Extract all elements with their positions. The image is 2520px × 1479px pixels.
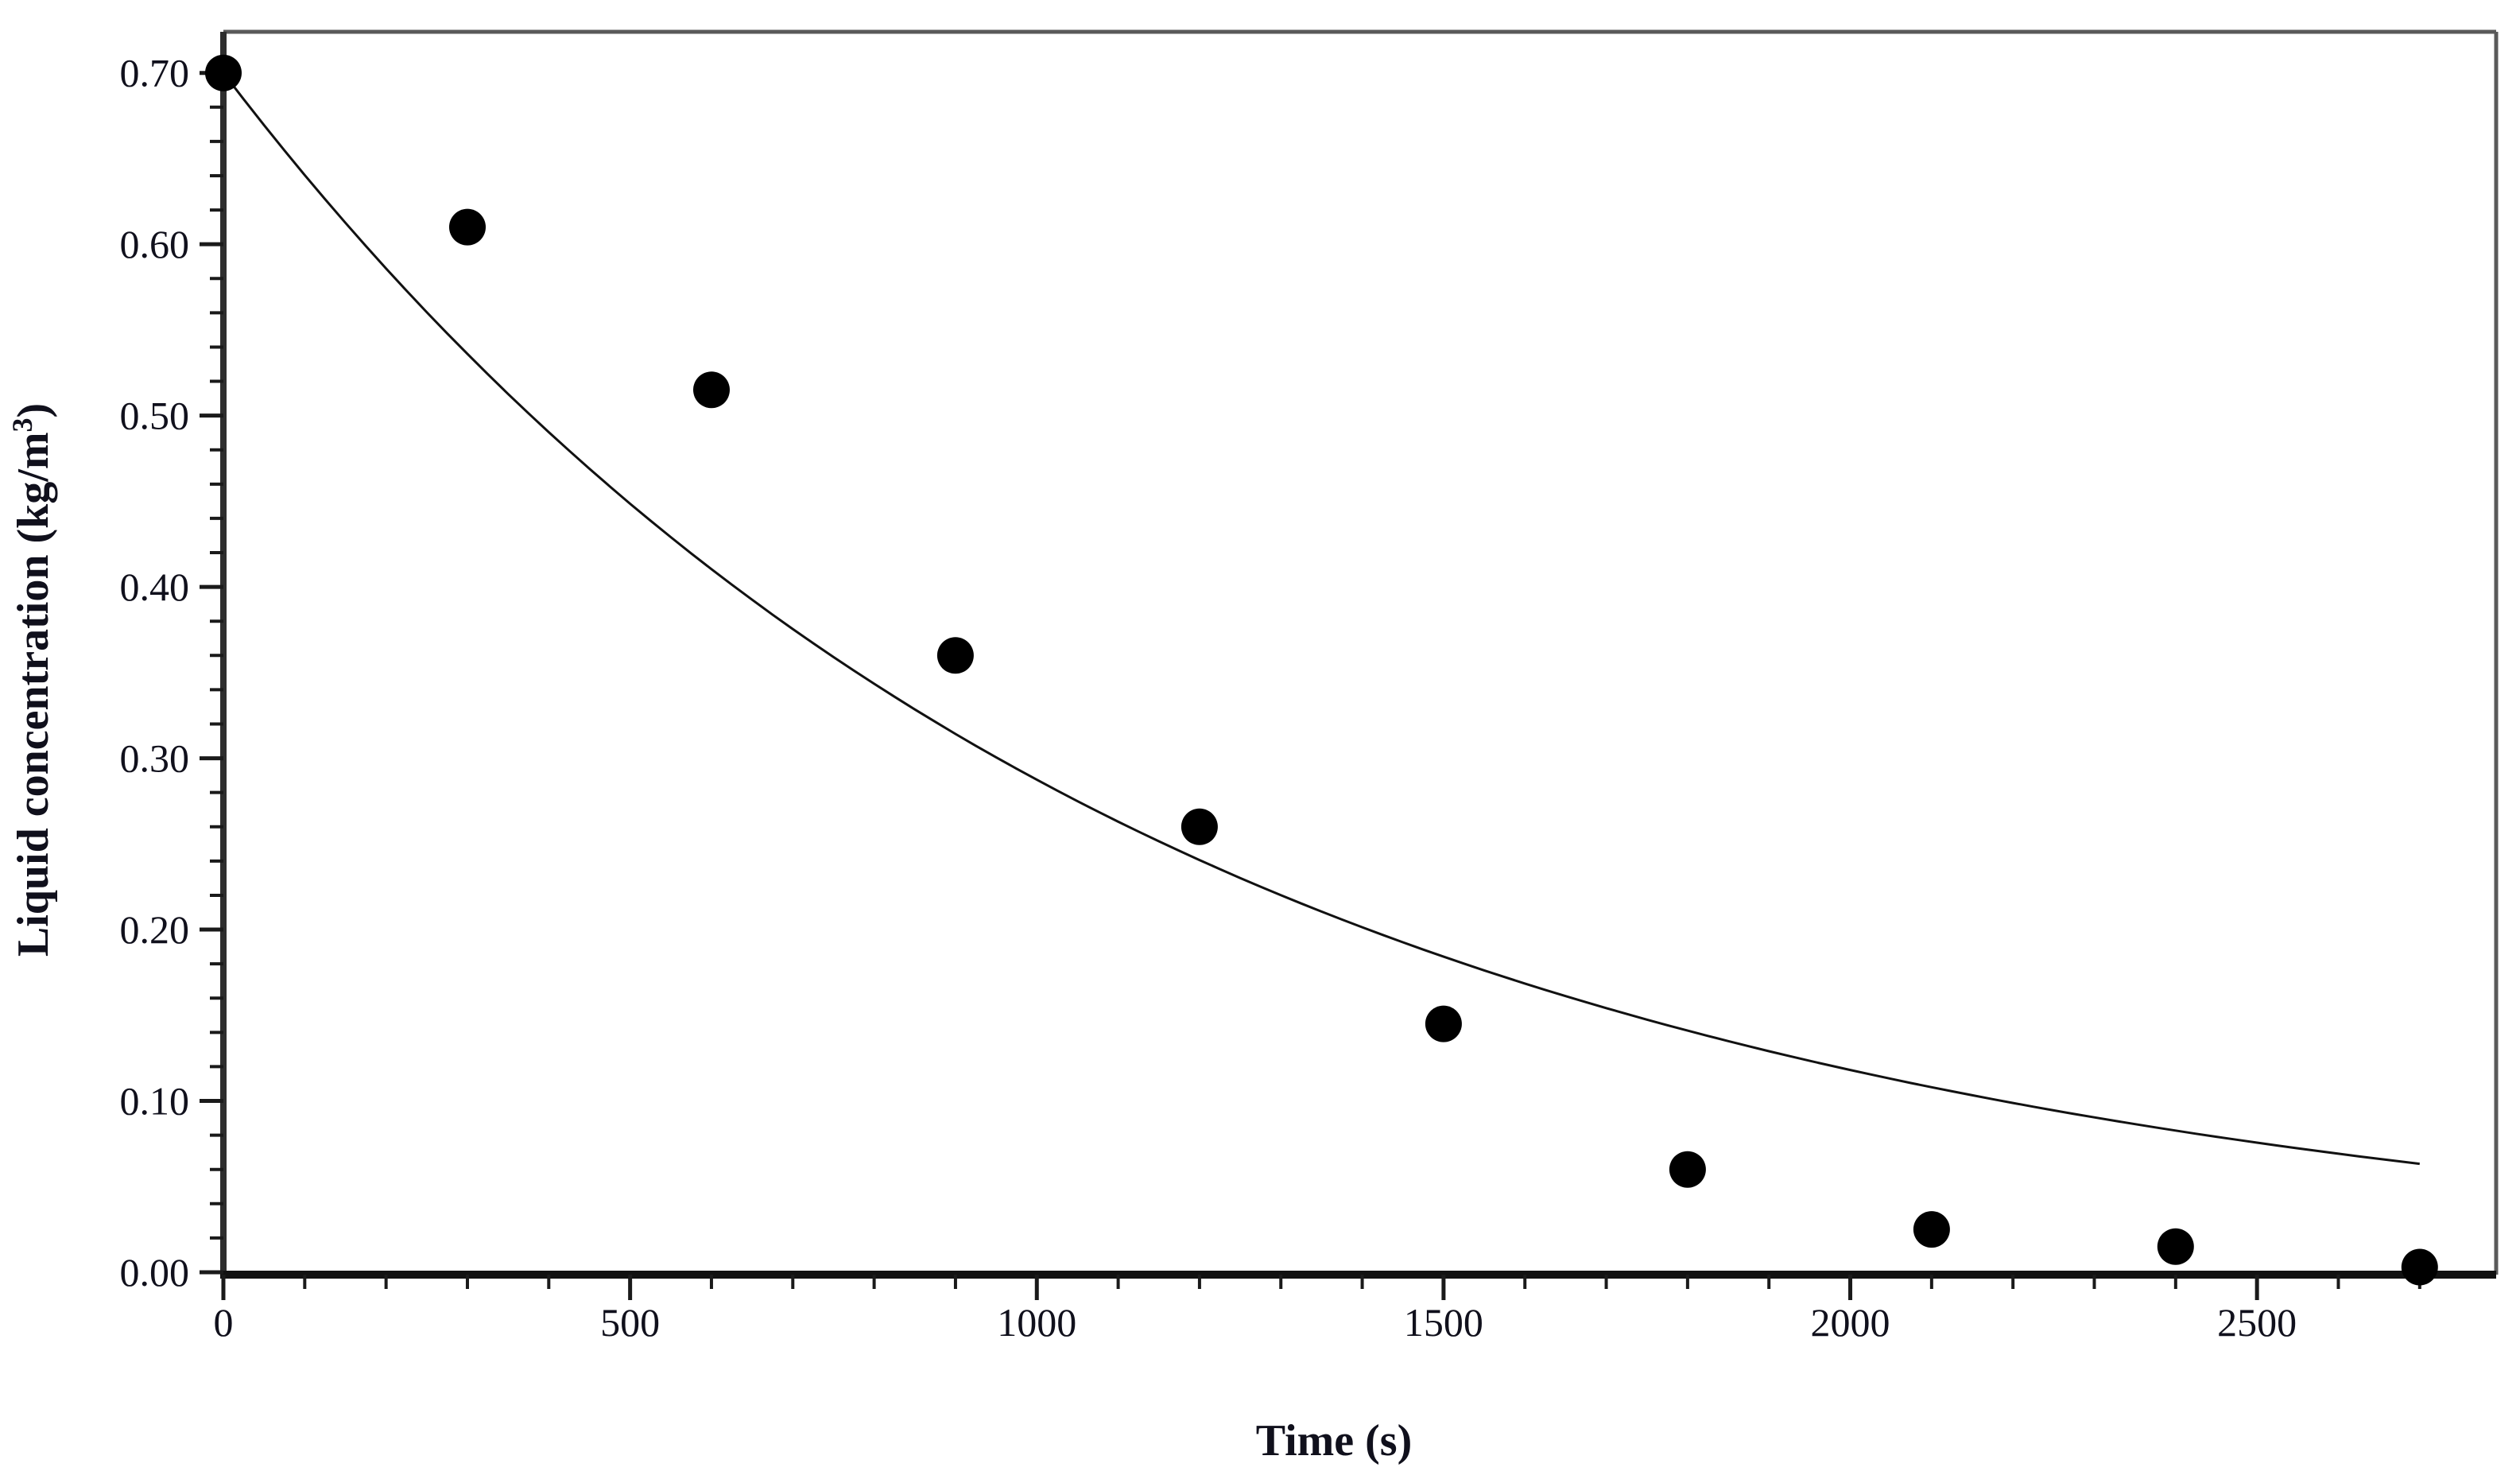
data-point bbox=[449, 208, 486, 246]
x-axis-title: Time (s) bbox=[1256, 1416, 1413, 1465]
data-point bbox=[1913, 1211, 1950, 1248]
y-tick-label: 0.40 bbox=[120, 565, 190, 609]
y-tick-label: 0.70 bbox=[120, 51, 190, 95]
x-tick-label: 0 bbox=[214, 1300, 234, 1345]
y-tick-label: 0.10 bbox=[120, 1079, 190, 1124]
y-tick-label: 0.60 bbox=[120, 222, 190, 266]
data-point bbox=[1669, 1151, 1706, 1188]
y-tick-label: 0.50 bbox=[120, 394, 190, 438]
x-tick-label: 1000 bbox=[997, 1300, 1076, 1345]
data-point bbox=[2157, 1228, 2194, 1265]
data-point bbox=[205, 54, 242, 91]
y-axis-title: Liquid concentration (kg/m3) bbox=[6, 403, 58, 957]
data-point bbox=[936, 637, 974, 674]
x-tick-label: 2500 bbox=[2217, 1300, 2297, 1345]
data-point bbox=[2401, 1248, 2438, 1286]
x-tick-label: 500 bbox=[600, 1300, 660, 1345]
y-tick-label: 0.00 bbox=[120, 1250, 190, 1295]
x-tick-label: 2000 bbox=[1811, 1300, 1890, 1345]
data-point bbox=[1425, 1005, 1462, 1042]
y-tick-label: 0.30 bbox=[120, 736, 190, 781]
model-curve bbox=[222, 72, 2420, 1166]
x-tick-label: 1500 bbox=[1404, 1300, 1483, 1345]
y-tick-label: 0.20 bbox=[120, 907, 190, 952]
data-point bbox=[1181, 808, 1218, 845]
data-point bbox=[693, 371, 730, 409]
